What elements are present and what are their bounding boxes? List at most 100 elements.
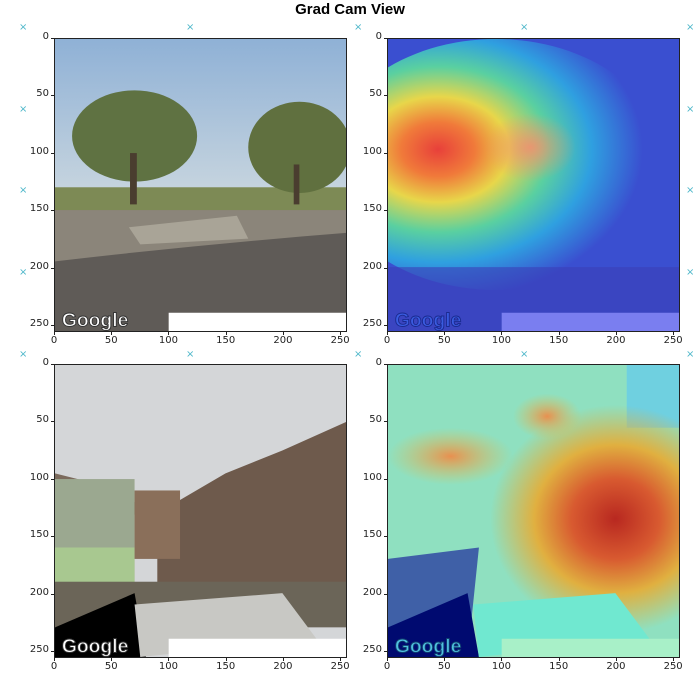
y-tick-mark <box>384 95 387 97</box>
y-tick-label: 100 <box>29 471 49 483</box>
x-tick-mark <box>444 658 446 661</box>
y-tick-label: 100 <box>362 145 382 157</box>
y-tick-label: 250 <box>362 644 382 656</box>
gradcam-heatmap-2: Google <box>387 364 680 658</box>
y-tick-mark <box>51 421 54 423</box>
gradcam-heatmap-1: Google <box>387 38 680 332</box>
x-tick-label: 150 <box>216 661 236 672</box>
panel-original-1: Google 0 50 100 150 200 250 0 50 100 150 200 250 <box>30 31 350 346</box>
x-tick-label: 50 <box>104 335 118 346</box>
cross-marker-icon: × <box>19 185 28 196</box>
x-tick-label: 100 <box>491 661 511 672</box>
y-tick-label: 0 <box>42 357 49 368</box>
x-tick-label: 100 <box>158 661 178 672</box>
y-tick-mark <box>384 267 387 269</box>
y-tick-mark <box>51 210 54 212</box>
x-tick-label: 200 <box>606 335 626 346</box>
cross-marker-icon: × <box>186 22 195 33</box>
y-tick-label: 250 <box>29 644 49 656</box>
x-tick-label: 100 <box>491 335 511 346</box>
y-tick-label: 0 <box>42 31 49 42</box>
x-tick-mark <box>340 658 342 661</box>
y-tick-label: 0 <box>375 357 382 368</box>
x-tick-mark <box>168 658 170 661</box>
y-tick-mark <box>384 651 387 653</box>
x-tick-label: 100 <box>158 335 178 346</box>
x-tick-mark <box>501 332 503 335</box>
x-tick-mark <box>615 658 617 661</box>
y-tick-label: 50 <box>36 414 49 426</box>
x-tick-mark <box>615 332 617 335</box>
x-tick-label: 200 <box>273 661 293 672</box>
street-image-1: Google <box>54 38 347 332</box>
y-tick-mark <box>384 38 387 39</box>
google-watermark: Google <box>62 635 129 657</box>
x-tick-mark <box>558 332 560 335</box>
x-tick-label: 0 <box>50 335 58 346</box>
panel-gradcam-1: Google 0 50 100 150 200 250 0 50 100 150 200 250 <box>363 31 683 346</box>
cross-marker-icon: × <box>354 22 363 33</box>
x-tick-label: 50 <box>437 661 451 672</box>
x-tick-mark <box>387 658 388 661</box>
y-tick-label: 150 <box>29 203 49 215</box>
y-tick-mark <box>51 536 54 538</box>
y-tick-label: 200 <box>362 586 382 598</box>
y-tick-mark <box>51 95 54 97</box>
cross-marker-icon: × <box>19 22 28 33</box>
y-tick-mark <box>51 267 54 269</box>
x-tick-label: 0 <box>383 661 391 672</box>
x-tick-mark <box>340 332 342 335</box>
cross-marker-icon: × <box>19 349 28 360</box>
x-tick-mark <box>168 332 170 335</box>
x-tick-mark <box>225 658 227 661</box>
panel-original-2: Google 0 50 100 150 200 250 0 50 100 150 200 250 <box>30 357 350 672</box>
x-tick-label: 0 <box>50 661 58 672</box>
x-tick-mark <box>387 332 388 335</box>
y-tick-mark <box>384 593 387 595</box>
cross-marker-icon: × <box>19 267 28 278</box>
x-tick-label: 250 <box>663 661 683 672</box>
y-tick-label: 50 <box>369 88 382 100</box>
x-tick-label: 250 <box>330 335 350 346</box>
street-image-2: Google <box>54 364 347 658</box>
y-tick-label: 100 <box>29 145 49 157</box>
cross-marker-icon: × <box>686 185 695 196</box>
y-tick-mark <box>51 593 54 595</box>
y-tick-mark <box>51 478 54 480</box>
cross-marker-icon: × <box>186 349 195 360</box>
y-tick-label: 250 <box>362 318 382 330</box>
x-tick-mark <box>501 658 503 661</box>
cross-marker-icon: × <box>686 349 695 360</box>
y-tick-mark <box>51 325 54 327</box>
y-tick-label: 0 <box>375 31 382 42</box>
y-tick-mark <box>384 536 387 538</box>
y-tick-label: 200 <box>29 586 49 598</box>
cross-marker-icon: × <box>686 267 695 278</box>
x-tick-mark <box>111 658 113 661</box>
y-tick-mark <box>51 364 54 365</box>
y-tick-label: 200 <box>362 260 382 272</box>
y-tick-label: 150 <box>362 529 382 541</box>
y-tick-mark <box>384 210 387 212</box>
x-tick-label: 150 <box>549 335 569 346</box>
figure-title: Grad Cam View <box>295 1 405 18</box>
x-tick-mark <box>673 332 675 335</box>
x-tick-mark <box>111 332 113 335</box>
cross-marker-icon: × <box>520 22 529 33</box>
panel-gradcam-2: Google 0 50 100 150 200 250 0 50 100 150 200 250 <box>363 357 683 672</box>
y-tick-label: 100 <box>362 471 382 483</box>
x-tick-mark <box>54 658 55 661</box>
x-tick-label: 150 <box>216 335 236 346</box>
x-tick-label: 0 <box>383 335 391 346</box>
y-tick-label: 150 <box>29 529 49 541</box>
x-tick-label: 150 <box>549 661 569 672</box>
google-watermark: Google <box>395 635 462 657</box>
x-tick-label: 50 <box>104 661 118 672</box>
x-tick-mark <box>282 658 284 661</box>
y-tick-mark <box>51 651 54 653</box>
x-tick-mark <box>673 658 675 661</box>
x-tick-label: 200 <box>273 335 293 346</box>
y-tick-mark <box>384 152 387 154</box>
x-tick-mark <box>558 658 560 661</box>
google-watermark: Google <box>395 309 462 331</box>
